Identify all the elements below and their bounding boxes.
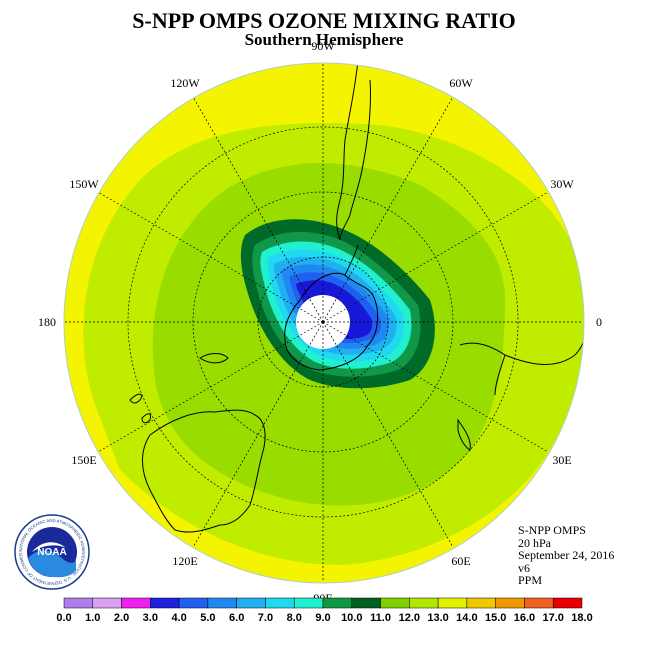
meridians [64, 63, 583, 582]
longitude-labels: 90W 60W 30W 0 30E 60E 90E 120E 150E 180 150W 120W [38, 39, 602, 605]
longitude-label: 30W [550, 177, 574, 191]
longitude-label: 90W [311, 39, 335, 53]
longitude-label: 30E [552, 453, 571, 467]
meridian-line [97, 321, 324, 453]
longitude-label: 120W [170, 76, 200, 90]
longitude-label: 60W [449, 76, 473, 90]
meridian-line [322, 96, 454, 323]
longitude-label: 60E [451, 554, 470, 568]
longitude-label: 150E [71, 453, 96, 467]
meridian-line [97, 191, 324, 323]
noaa-logo: NOAA NATIONAL OCEANIC AND ATMOSPHERIC AD… [14, 514, 90, 590]
map-boundary [63, 62, 585, 584]
longitude-label: 90E [313, 591, 332, 605]
longitude-label: 150W [69, 177, 99, 191]
logo-text: NOAA [37, 547, 66, 558]
page-title: S-NPP OMPS OZONE MIXING RATIO [132, 8, 516, 33]
meridian-line [322, 321, 549, 453]
info-units: PPM [518, 573, 543, 587]
meridian-line [322, 191, 549, 323]
info-date: September 24, 2016 [518, 548, 615, 562]
meridian-line [322, 321, 454, 548]
info-pressure-level: 20 hPa [518, 535, 551, 550]
meridian-line [192, 96, 324, 323]
longitude-label: 0 [596, 315, 602, 329]
longitude-label: 180 [38, 315, 56, 329]
coastlines [129, 63, 584, 533]
meridian-line [192, 321, 324, 548]
longitude-label: 120E [172, 554, 197, 568]
page-subtitle: Southern Hemisphere [244, 30, 404, 49]
info-version: v6 [518, 560, 530, 575]
info-instrument: S-NPP OMPS [518, 523, 586, 537]
info-block: S-NPP OMPS 20 hPa September 24, 2016 v6 … [518, 524, 614, 587]
